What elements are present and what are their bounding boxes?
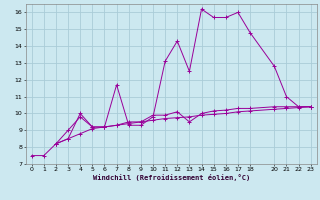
X-axis label: Windchill (Refroidissement éolien,°C): Windchill (Refroidissement éolien,°C)	[92, 174, 250, 181]
